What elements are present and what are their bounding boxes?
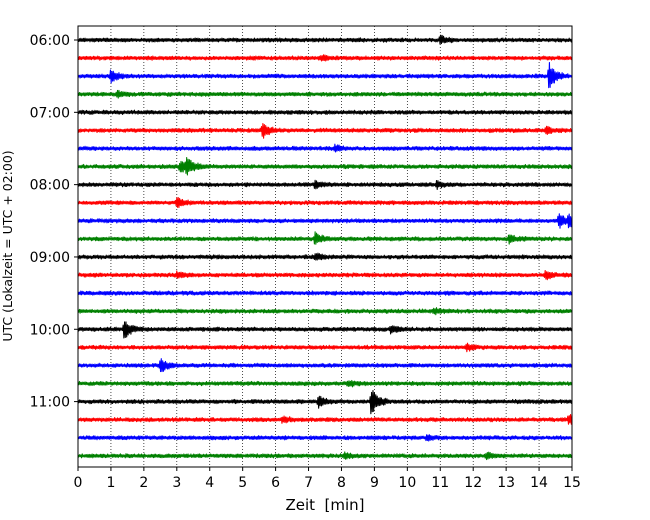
x-tick-label: 1 [106, 475, 115, 491]
trace-0715 [77, 122, 573, 139]
trace-1045 [77, 379, 573, 388]
trace-0615 [77, 54, 573, 62]
trace-0700 [77, 109, 573, 116]
x-tick-label: 7 [304, 475, 313, 491]
y-axis-label: UTC (Lokalzeit = UTC + 02:00) [0, 150, 15, 341]
x-tick-label: 2 [139, 475, 148, 491]
y-axis-ticks: 06:00 07:00 08:00 09:00 10:00 11:00 [30, 33, 78, 411]
trace-1000 [77, 321, 573, 339]
trace-0930 [77, 290, 573, 296]
seismic-traces [77, 34, 573, 461]
x-tick-label: 8 [337, 475, 346, 491]
trace-1030 [77, 358, 573, 373]
y-tick-label: 06:00 [30, 33, 70, 49]
trace-0845 [77, 231, 573, 245]
trace-0730 [77, 143, 573, 153]
x-tick-label: 0 [74, 475, 83, 491]
x-tick-label: 5 [238, 475, 247, 491]
trace-0915 [77, 270, 573, 281]
x-tick-label: 10 [398, 475, 416, 491]
y-tick-label: 09:00 [30, 250, 70, 266]
x-axis-label: Zeit [min] [285, 496, 364, 514]
x-tick-label: 9 [370, 475, 379, 491]
trace-0645 [77, 89, 573, 99]
plot-frame [77, 25, 573, 468]
trace-0900 [77, 252, 573, 261]
plot-background [78, 26, 572, 467]
trace-1115 [77, 413, 573, 425]
x-tick-label: 13 [497, 475, 515, 491]
trace-0630 [77, 61, 573, 89]
trace-0745 [77, 157, 573, 176]
trace-0600 [77, 34, 573, 45]
y-tick-label: 08:00 [30, 178, 70, 194]
x-axis-ticks: 0 1 2 3 4 5 6 7 8 9 10 11 12 13 14 15 [74, 467, 581, 491]
trace-0800 [77, 179, 573, 190]
x-tick-label: 6 [271, 475, 280, 491]
trace-0830 [77, 213, 573, 229]
trace-1100 [77, 390, 573, 415]
y-tick-label: 07:00 [30, 105, 70, 121]
x-tick-label: 4 [205, 475, 214, 491]
x-tick-label: 11 [431, 475, 449, 491]
trace-1145 [77, 451, 573, 461]
trace-1130 [77, 434, 573, 442]
x-tick-label: 12 [464, 475, 482, 491]
trace-1015 [77, 342, 573, 353]
y-tick-label: 10:00 [30, 322, 70, 338]
trace-0945 [77, 307, 573, 316]
x-tick-label: 14 [530, 475, 548, 491]
trace-0815 [77, 196, 573, 209]
x-tick-label: 15 [563, 475, 581, 491]
y-tick-label: 11:00 [30, 395, 70, 411]
x-tick-label: 3 [172, 475, 181, 491]
